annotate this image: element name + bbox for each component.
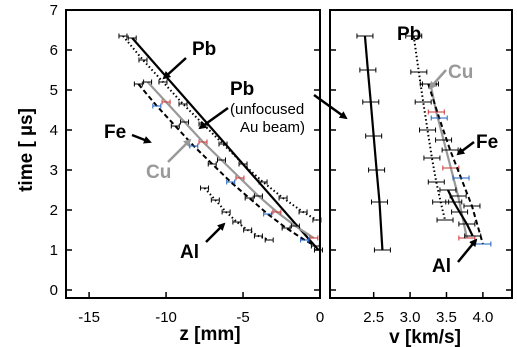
right-panel: 2.5 3.0 3.5 4.0 xyxy=(329,9,513,326)
left-panel: -15 -10 -5 0 0 1 2 3 4 5 6 7 xyxy=(50,2,325,326)
left-y-tick-label: 3 xyxy=(50,162,58,179)
arrow-pb-unfocused xyxy=(198,106,229,130)
left-x-tick-label: 0 xyxy=(316,309,324,326)
arrow-fe xyxy=(131,133,152,144)
left-plot-frame xyxy=(65,9,321,299)
label-unfocused: (unfocused xyxy=(230,101,304,118)
left-y-tick-label: 4 xyxy=(50,122,58,139)
left-y-tick-label: 0 xyxy=(50,282,58,299)
left-y-tick-label: 1 xyxy=(50,242,58,259)
right-x-tick-label: 3.5 xyxy=(436,309,457,326)
label-pb-top: Pb xyxy=(192,39,216,60)
y-axis-title: time [ µs] xyxy=(16,108,37,192)
label-fe: Fe xyxy=(104,122,126,143)
arrow-pb-top xyxy=(162,57,187,80)
label-pb-right: Pb xyxy=(397,24,421,45)
arrow-cu-right xyxy=(428,69,447,90)
right-series-line xyxy=(427,83,484,245)
right-x-tick-label: 3.0 xyxy=(400,309,421,326)
right-series-line xyxy=(412,35,446,221)
label-au-beam: Au beam) xyxy=(240,119,305,136)
left-y-tick-label: 2 xyxy=(50,202,58,219)
label-cu: Cu xyxy=(146,162,171,183)
arrow-al-right xyxy=(457,238,478,263)
x-axis-title-left: z [mm] xyxy=(179,324,240,345)
label-al: Al xyxy=(180,242,199,263)
right-series-line xyxy=(363,35,384,251)
label-cu-right: Cu xyxy=(448,62,473,83)
left-x-tick-label: -10 xyxy=(155,309,177,326)
left-x-tick-label: -15 xyxy=(78,309,100,326)
label-fe-right: Fe xyxy=(476,132,498,153)
left-y-tick-label: 5 xyxy=(50,82,58,99)
right-x-tick-label: 2.5 xyxy=(363,309,384,326)
arrow-fe-right xyxy=(456,141,475,156)
right-plot-frame xyxy=(329,9,513,299)
label-pb-unfocused: Pb xyxy=(230,79,254,100)
right-x-tick-label: 4.0 xyxy=(472,309,493,326)
left-x-tick-label: -5 xyxy=(236,309,249,326)
left-series-line xyxy=(146,81,315,239)
left-y-tick-label: 7 xyxy=(50,2,58,19)
arrow-al xyxy=(205,222,226,243)
arrow-cu xyxy=(167,138,192,163)
left-series-line xyxy=(131,37,320,251)
x-axis-title-right: v [km/s] xyxy=(389,327,461,347)
label-al-right: Al xyxy=(432,256,451,277)
left-y-tick-label: 6 xyxy=(50,42,58,59)
left-series-line xyxy=(122,35,318,221)
arrow-pb-cross xyxy=(313,93,348,120)
